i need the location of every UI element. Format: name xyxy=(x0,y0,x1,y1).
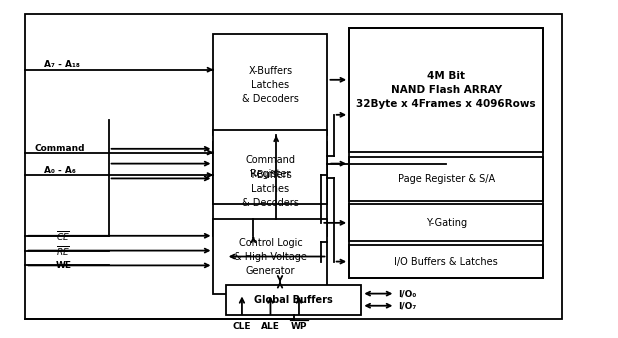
Bar xyxy=(349,204,543,241)
Text: WP: WP xyxy=(290,322,307,331)
Text: I/O Buffers & Latches: I/O Buffers & Latches xyxy=(394,257,498,267)
Bar xyxy=(213,130,328,204)
Bar xyxy=(213,34,328,135)
Text: I/O₀: I/O₀ xyxy=(399,289,417,298)
Text: ALE: ALE xyxy=(261,322,280,331)
Bar xyxy=(349,28,543,152)
Text: WE: WE xyxy=(56,261,72,270)
Bar xyxy=(213,219,328,293)
Text: A₇ - A₁₈: A₇ - A₁₈ xyxy=(44,60,80,69)
Text: Y-Buffers
Latches
& Decoders: Y-Buffers Latches & Decoders xyxy=(242,170,299,208)
Text: X-Buffers
Latches
& Decoders: X-Buffers Latches & Decoders xyxy=(242,66,299,104)
Text: A₀ - A₆: A₀ - A₆ xyxy=(44,166,76,174)
Bar xyxy=(213,142,328,236)
Text: Page Register & S/A: Page Register & S/A xyxy=(397,174,495,184)
Text: Y-Gating: Y-Gating xyxy=(426,218,467,228)
Bar xyxy=(226,285,362,315)
Text: Control Logic
& High Voltage
Generator: Control Logic & High Voltage Generator xyxy=(234,238,307,275)
Text: I/O₇: I/O₇ xyxy=(399,301,417,310)
Text: $\overline{CE}$: $\overline{CE}$ xyxy=(56,229,70,243)
Bar xyxy=(349,28,543,279)
Bar xyxy=(349,245,543,279)
Text: Global Buffers: Global Buffers xyxy=(254,295,333,305)
Bar xyxy=(349,157,543,201)
Text: Command
Register: Command Register xyxy=(245,155,295,179)
Bar xyxy=(25,14,562,319)
Text: CLE: CLE xyxy=(233,322,251,331)
Text: 4M Bit
NAND Flash ARRAY
32Byte x 4Frames x 4096Rows: 4M Bit NAND Flash ARRAY 32Byte x 4Frames… xyxy=(357,71,536,109)
Text: Command: Command xyxy=(35,144,85,153)
Text: $\overline{RE}$: $\overline{RE}$ xyxy=(56,244,70,258)
